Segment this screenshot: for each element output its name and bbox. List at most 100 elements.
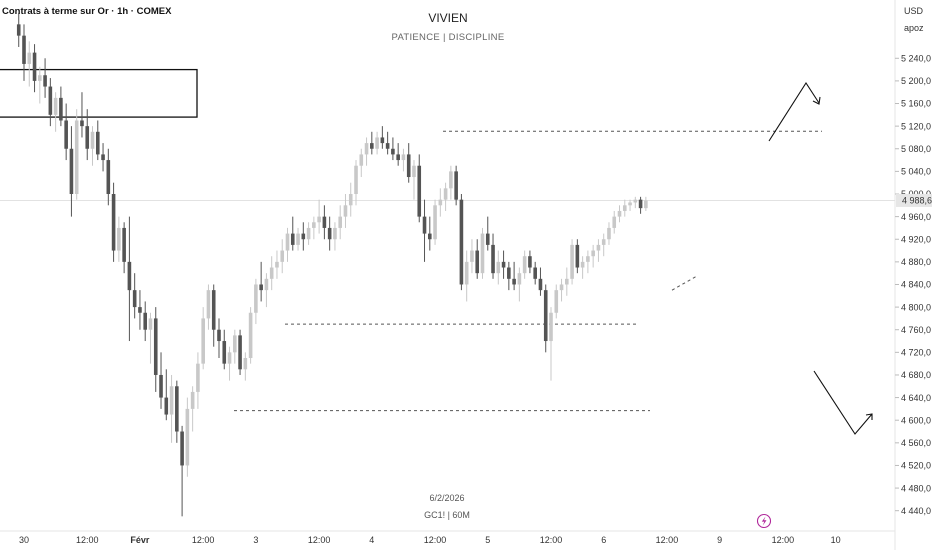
candle xyxy=(380,126,385,149)
candle xyxy=(607,222,611,245)
candle xyxy=(106,148,111,206)
x-tick-label: Févr xyxy=(130,535,150,545)
candle xyxy=(153,307,158,392)
candle xyxy=(148,312,153,364)
candle xyxy=(227,346,232,381)
y-tick-label: 5 160,0 xyxy=(901,99,931,109)
candle xyxy=(633,196,638,209)
candle-body xyxy=(354,165,358,194)
arrow-up-projection[interactable] xyxy=(768,81,821,142)
candle-body xyxy=(554,290,559,313)
candle-body xyxy=(317,216,321,223)
y-tick-label: 4 840,0 xyxy=(901,280,931,290)
candle-body xyxy=(201,318,205,364)
symbol-label[interactable]: Contrats à terme sur Or · 1h · COMEX xyxy=(2,6,172,17)
candle-body xyxy=(528,256,532,268)
y-tick-label: 4 600,0 xyxy=(901,415,931,425)
candle-body xyxy=(575,244,580,268)
candle-body xyxy=(417,165,422,217)
candle xyxy=(343,194,348,228)
candle-body xyxy=(501,261,506,268)
candle-body xyxy=(117,227,121,251)
candle xyxy=(538,267,543,296)
candle xyxy=(312,216,316,240)
candle-body xyxy=(454,171,458,200)
candle xyxy=(475,239,480,279)
x-tick-label: 12:00 xyxy=(656,535,679,545)
currency-label[interactable]: USD xyxy=(904,6,924,16)
candle-body xyxy=(101,154,105,161)
candle-body xyxy=(243,358,248,370)
candle xyxy=(238,329,242,375)
candle-body xyxy=(422,216,427,234)
candle xyxy=(628,199,632,211)
annotation-layer xyxy=(0,68,873,435)
candle xyxy=(301,222,306,251)
arrow-up-path xyxy=(768,81,820,142)
candle-body xyxy=(475,250,480,274)
candle xyxy=(74,109,79,200)
candle-body xyxy=(517,273,522,285)
candle xyxy=(143,301,148,342)
candle-body xyxy=(153,318,158,375)
candle-body xyxy=(433,205,437,240)
candle-body xyxy=(196,363,200,392)
candle-body xyxy=(95,131,100,155)
dashed-trend-line[interactable] xyxy=(671,275,698,291)
supply-zone-box[interactable] xyxy=(0,68,198,118)
candle-body xyxy=(359,154,364,166)
candle-body xyxy=(238,335,242,370)
current-price-tag: 4 988,6 xyxy=(896,193,932,207)
candle xyxy=(622,199,627,217)
price-unit-label[interactable]: apoz xyxy=(904,23,924,33)
candle-body xyxy=(570,244,574,279)
candle xyxy=(370,131,374,155)
candle xyxy=(64,103,68,161)
candle-body xyxy=(391,148,395,155)
lightning-icon[interactable] xyxy=(756,513,772,529)
candle xyxy=(412,160,416,200)
candle xyxy=(259,261,263,302)
candle xyxy=(507,261,511,291)
candle xyxy=(617,205,622,223)
candle xyxy=(580,256,585,279)
candle xyxy=(90,126,95,166)
candle xyxy=(185,397,190,477)
candle xyxy=(406,143,411,183)
candle-body xyxy=(559,284,564,291)
candle xyxy=(38,66,42,104)
candle xyxy=(322,205,327,240)
candle-body xyxy=(211,290,216,330)
candle-body xyxy=(533,267,537,279)
candle-body xyxy=(549,312,553,342)
candle-body xyxy=(427,233,432,240)
candle xyxy=(275,250,279,279)
candle-body xyxy=(164,397,169,415)
candle xyxy=(132,273,137,319)
candle-body xyxy=(638,199,643,209)
time-axis[interactable]: 30 12:00 Févr 12:00 3 12:00 4 12:00 5 12:00 6 12:00… xyxy=(0,530,895,545)
candle xyxy=(638,196,643,214)
x-tick-label: 12:00 xyxy=(540,535,563,545)
arrow-down-projection[interactable] xyxy=(813,370,873,435)
candle-body xyxy=(644,200,648,209)
candle xyxy=(375,131,379,155)
candle xyxy=(354,160,358,206)
y-tick-label: 4 560,0 xyxy=(901,438,931,448)
candle xyxy=(333,222,337,251)
y-tick-label: 4 960,0 xyxy=(901,212,931,222)
candle xyxy=(417,154,422,223)
x-tick-label: 6 xyxy=(601,535,606,545)
candle-body xyxy=(222,341,227,364)
candle-body xyxy=(607,227,611,240)
candle-body xyxy=(401,154,406,161)
price-axis[interactable]: 5 240,0 5 200,0 5 160,0 5 120,0 5 080,0 5 040… xyxy=(895,53,931,516)
candle-body xyxy=(148,318,153,330)
candle xyxy=(528,250,532,274)
y-tick-label: 5 240,0 xyxy=(901,53,931,63)
candle xyxy=(59,86,63,127)
candle xyxy=(559,278,564,302)
candle-body xyxy=(364,143,369,155)
